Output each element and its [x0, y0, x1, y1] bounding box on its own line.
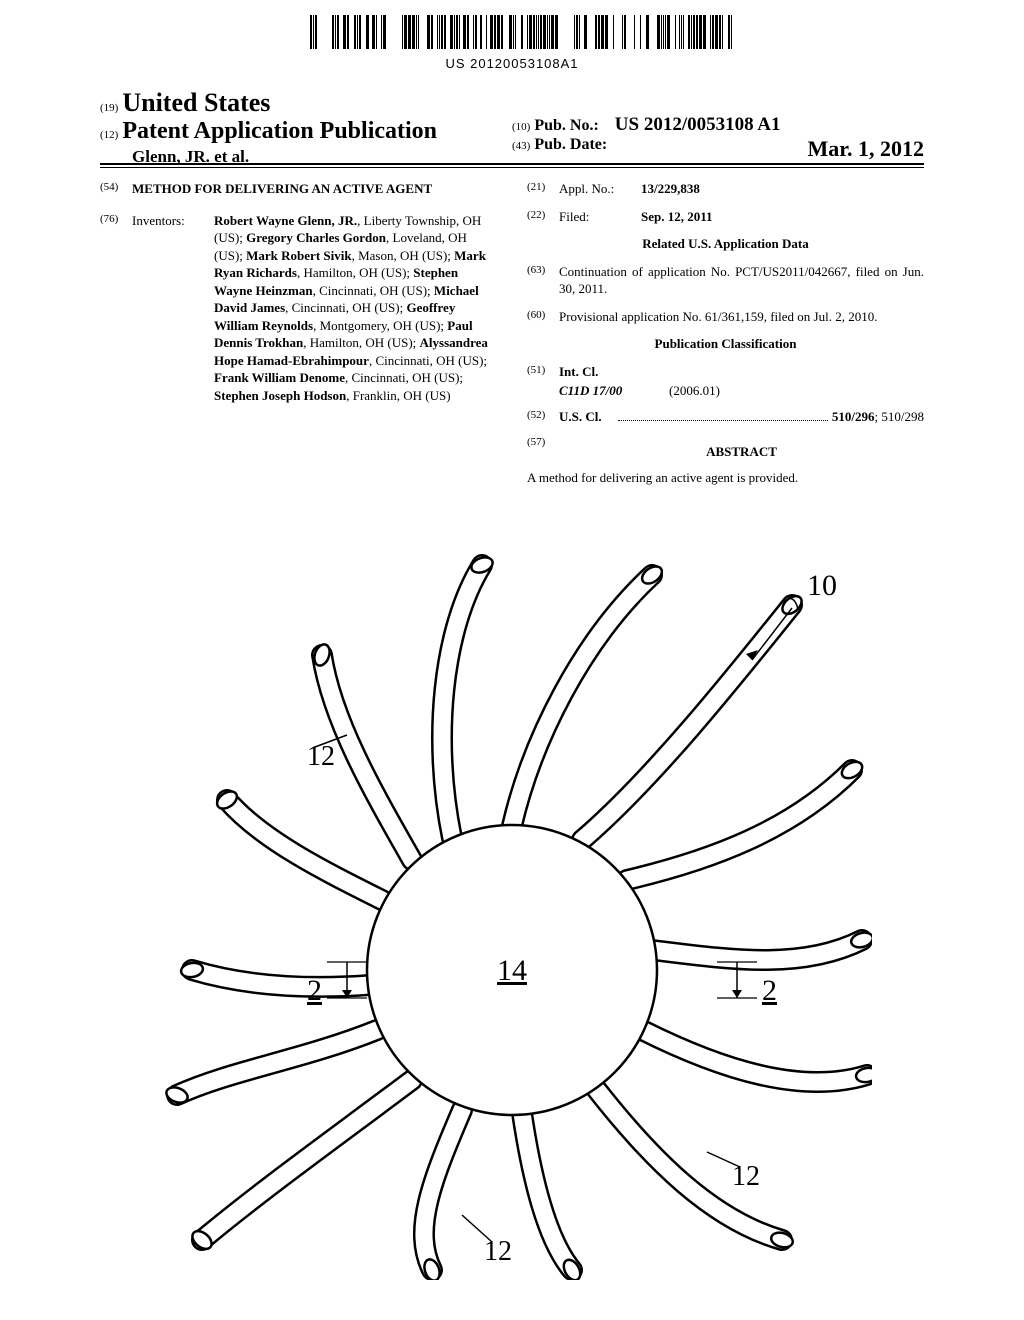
- inventor-name: Gregory Charles Gordon: [246, 230, 386, 245]
- inventor-name: Mark Robert Sivik: [246, 248, 351, 263]
- field-title: (54) METHOD FOR DELIVERING AN ACTIVE AGE…: [100, 180, 497, 198]
- header-left: (19) United States (12) Patent Applicati…: [100, 88, 512, 167]
- code-19: (19): [100, 102, 118, 114]
- pub-class-heading: Publication Classification: [527, 335, 924, 353]
- field-appl-no: (21) Appl. No.: 13/229,838: [527, 180, 924, 198]
- inventor-location: , Cincinnati, OH (US);: [369, 353, 487, 368]
- pub-no-label: Pub. No.:: [534, 117, 598, 134]
- field-us-cl: (52) U.S. Cl. 510/296; 510/298: [527, 408, 924, 426]
- svg-text:2: 2: [307, 974, 322, 1007]
- left-column: (54) METHOD FOR DELIVERING AN ACTIVE AGE…: [100, 180, 497, 487]
- invention-title: METHOD FOR DELIVERING AN ACTIVE AGENT: [132, 180, 432, 198]
- related-heading: Related U.S. Application Data: [527, 235, 924, 253]
- us-cl-main: 510/296: [832, 409, 875, 424]
- code-12: (12): [100, 129, 118, 141]
- code-60: (60): [527, 308, 559, 326]
- inventor-location: , Hamilton, OH (US);: [303, 335, 419, 350]
- svg-text:12: 12: [307, 741, 335, 772]
- code-51: (51): [527, 363, 559, 381]
- inventor-location: , Cincinnati, OH (US);: [313, 283, 434, 298]
- code-76: (76): [100, 212, 132, 405]
- svg-text:12: 12: [484, 1236, 512, 1267]
- pub-date-label: Pub. Date:: [534, 136, 607, 153]
- us-cl-rest: ; 510/298: [875, 409, 924, 424]
- field-int-cl: (51) Int. Cl.: [527, 363, 924, 381]
- field-provisional: (60) Provisional application No. 61/361,…: [527, 308, 924, 326]
- abstract-text: A method for delivering an active agent …: [527, 469, 924, 487]
- us-cl-dots: [618, 408, 828, 422]
- barcode-region: US 20120053108A1: [0, 15, 1024, 71]
- inventor-location: , Cincinnati, OH (US);: [285, 300, 406, 315]
- divider-light: [100, 167, 924, 168]
- country: United States: [122, 88, 270, 117]
- inventor-location: , Cincinnati, OH (US);: [345, 370, 463, 385]
- figure-region: 14 10 12 12 12 2 2: [0, 540, 1024, 1285]
- appl-no-label: Appl. No.:: [559, 180, 641, 198]
- us-cl-label: U.S. Cl.: [559, 408, 614, 426]
- code-21: (21): [527, 180, 559, 198]
- inventor-location: , Mason, OH (US);: [352, 248, 455, 263]
- field-abstract: (57) ABSTRACT: [527, 435, 924, 469]
- svg-text:14: 14: [497, 954, 527, 987]
- pub-date-value: Mar. 1, 2012: [807, 136, 924, 162]
- inventor-location: , Franklin, OH (US): [346, 388, 450, 403]
- appl-no-value: 13/229,838: [641, 180, 700, 198]
- filed-value: Sep. 12, 2011: [641, 208, 713, 226]
- inventor-name: Robert Wayne Glenn, JR.: [214, 213, 357, 228]
- code-54: (54): [100, 180, 132, 198]
- field-inventors: (76) Inventors: Robert Wayne Glenn, JR.,…: [100, 212, 497, 405]
- inventor-name: Frank William Denome: [214, 370, 345, 385]
- publication-type: Patent Application Publication: [122, 118, 437, 144]
- pub-no-value: US 2012/0053108 A1: [615, 114, 781, 135]
- field-continuation: (63) Continuation of application No. PCT…: [527, 263, 924, 298]
- code-63: (63): [527, 263, 559, 298]
- int-cl-row: C11D 17/00 (2006.01): [559, 382, 924, 400]
- divider-heavy: [100, 163, 924, 165]
- code-43: (43): [512, 140, 530, 152]
- barcode-text: US 20120053108A1: [0, 56, 1024, 71]
- header: (19) United States (12) Patent Applicati…: [100, 88, 924, 167]
- field-filed: (22) Filed: Sep. 12, 2011: [527, 208, 924, 226]
- int-cl-label: Int. Cl.: [559, 364, 598, 379]
- inventors-label: Inventors:: [132, 212, 214, 405]
- code-22: (22): [527, 208, 559, 226]
- body-columns: (54) METHOD FOR DELIVERING AN ACTIVE AGE…: [100, 180, 924, 487]
- barcode-graphic: [292, 15, 732, 49]
- svg-text:12: 12: [732, 1161, 760, 1192]
- svg-text:10: 10: [807, 569, 837, 602]
- continuation-text: Continuation of application No. PCT/US20…: [559, 263, 924, 298]
- int-cl-code: C11D 17/00: [559, 382, 669, 400]
- right-column: (21) Appl. No.: 13/229,838 (22) Filed: S…: [527, 180, 924, 487]
- patent-figure: 14 10 12 12 12 2 2: [152, 540, 872, 1280]
- provisional-text: Provisional application No. 61/361,159, …: [559, 308, 924, 326]
- inventors-list: Robert Wayne Glenn, JR., Liberty Townshi…: [214, 212, 497, 405]
- code-52: (52): [527, 408, 559, 426]
- code-10: (10): [512, 121, 530, 133]
- svg-text:2: 2: [762, 974, 777, 1007]
- code-57: (57): [527, 435, 559, 469]
- inventor-location: , Hamilton, OH (US);: [297, 265, 413, 280]
- inventor-name: Stephen Joseph Hodson: [214, 388, 346, 403]
- header-right: (10) Pub. No.: US 2012/0053108 A1 (43) P…: [512, 88, 924, 162]
- int-cl-year: (2006.01): [669, 382, 720, 400]
- inventor-location: , Montgomery, OH (US);: [313, 318, 447, 333]
- filed-label: Filed:: [559, 208, 641, 226]
- abstract-heading: ABSTRACT: [559, 443, 924, 461]
